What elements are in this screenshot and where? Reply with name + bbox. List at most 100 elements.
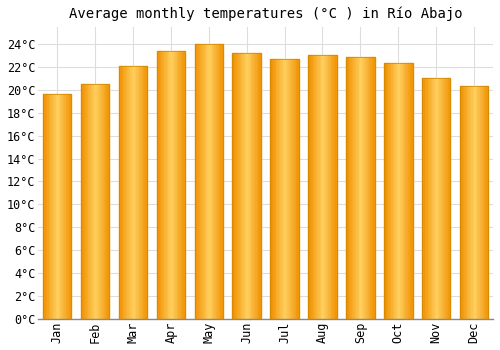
Bar — [359, 57, 360, 319]
Bar — [283, 59, 284, 319]
Bar — [370, 57, 372, 319]
Bar — [349, 57, 350, 319]
Bar — [236, 53, 238, 319]
Bar — [67, 94, 68, 319]
Bar — [362, 57, 363, 319]
Bar — [156, 51, 185, 319]
Bar — [122, 66, 123, 319]
Bar — [270, 59, 272, 319]
Bar — [400, 63, 401, 319]
Bar — [322, 55, 324, 319]
Bar — [439, 78, 440, 319]
Bar — [254, 53, 255, 319]
Bar — [446, 78, 448, 319]
Bar — [429, 78, 430, 319]
Bar — [108, 84, 110, 319]
Bar — [282, 59, 283, 319]
Bar — [289, 59, 290, 319]
Bar — [288, 59, 289, 319]
Bar — [317, 55, 318, 319]
Bar — [102, 84, 104, 319]
Bar — [346, 57, 374, 319]
Bar — [166, 51, 168, 319]
Bar — [286, 59, 288, 319]
Bar — [133, 66, 134, 319]
Bar — [308, 55, 310, 319]
Bar — [68, 94, 70, 319]
Bar — [206, 44, 208, 319]
Bar — [46, 94, 47, 319]
Bar — [480, 86, 481, 319]
Bar — [369, 57, 370, 319]
Bar — [356, 57, 358, 319]
Bar — [199, 44, 200, 319]
Bar — [138, 66, 140, 319]
Bar — [120, 66, 122, 319]
Bar — [449, 78, 450, 319]
Bar — [234, 53, 235, 319]
Bar — [81, 84, 110, 319]
Bar — [487, 86, 488, 319]
Bar — [363, 57, 364, 319]
Bar — [204, 44, 206, 319]
Bar — [327, 55, 328, 319]
Bar — [60, 94, 62, 319]
Bar — [162, 51, 164, 319]
Bar — [140, 66, 141, 319]
Bar — [124, 66, 126, 319]
Bar — [272, 59, 273, 319]
Bar — [448, 78, 449, 319]
Bar — [310, 55, 311, 319]
Bar — [56, 94, 57, 319]
Bar — [410, 63, 411, 319]
Bar — [460, 86, 488, 319]
Bar — [260, 53, 261, 319]
Bar — [466, 86, 467, 319]
Bar — [248, 53, 250, 319]
Bar — [180, 51, 181, 319]
Bar — [210, 44, 212, 319]
Bar — [251, 53, 252, 319]
Bar — [394, 63, 396, 319]
Bar — [308, 55, 336, 319]
Bar — [171, 51, 172, 319]
Bar — [428, 78, 429, 319]
Bar — [250, 53, 251, 319]
Bar — [143, 66, 144, 319]
Bar — [194, 44, 196, 319]
Bar — [252, 53, 254, 319]
Title: Average monthly temperatures (°C ) in Río Abajo: Average monthly temperatures (°C ) in Rí… — [69, 7, 462, 21]
Bar — [142, 66, 143, 319]
Bar — [58, 94, 60, 319]
Bar — [326, 55, 327, 319]
Bar — [312, 55, 314, 319]
Bar — [368, 57, 369, 319]
Bar — [442, 78, 444, 319]
Bar — [411, 63, 412, 319]
Bar — [86, 84, 88, 319]
Bar — [294, 59, 296, 319]
Bar — [478, 86, 480, 319]
Bar — [321, 55, 322, 319]
Bar — [220, 44, 222, 319]
Bar — [95, 84, 96, 319]
Bar — [194, 44, 223, 319]
Bar — [486, 86, 487, 319]
Bar — [384, 63, 412, 319]
Bar — [144, 66, 146, 319]
Bar — [316, 55, 317, 319]
Bar — [384, 63, 386, 319]
Bar — [130, 66, 132, 319]
Bar — [88, 84, 90, 319]
Bar — [161, 51, 162, 319]
Bar — [52, 94, 53, 319]
Bar — [48, 94, 50, 319]
Bar — [134, 66, 136, 319]
Bar — [240, 53, 241, 319]
Bar — [70, 94, 71, 319]
Bar — [198, 44, 199, 319]
Bar — [440, 78, 442, 319]
Bar — [178, 51, 180, 319]
Bar — [200, 44, 202, 319]
Bar — [364, 57, 366, 319]
